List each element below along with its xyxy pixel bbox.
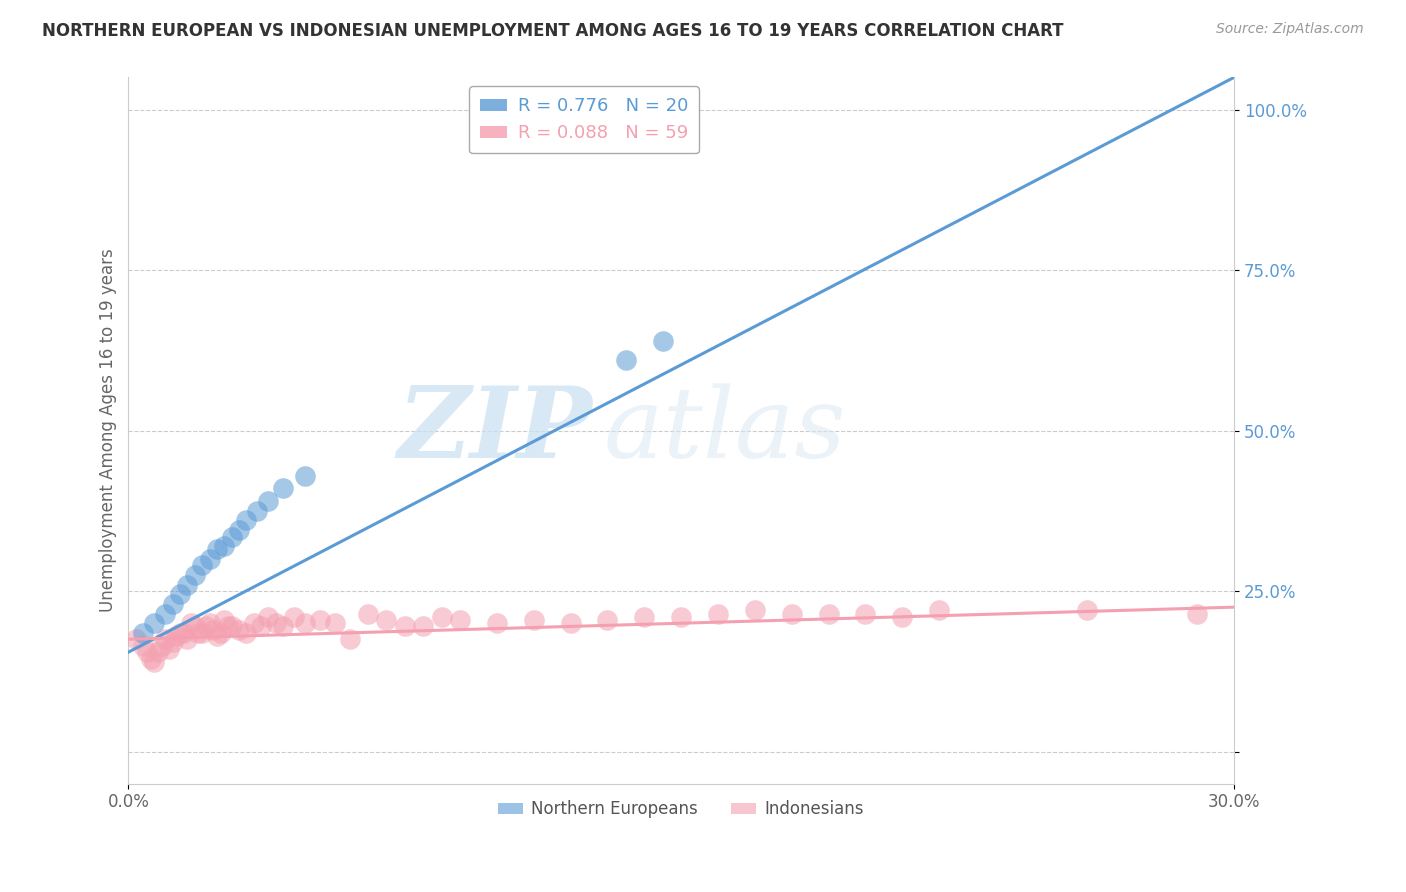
Point [651,334,673,348]
Point [669,609,692,624]
Text: NORTHERN EUROPEAN VS INDONESIAN UNEMPLOYMENT AMONG AGES 16 TO 19 YEARS CORRELATI: NORTHERN EUROPEAN VS INDONESIAN UNEMPLOY… [42,22,1064,40]
Point [855,607,877,621]
Point [139,651,162,665]
Point [221,529,243,543]
Point [162,597,184,611]
Point [202,623,225,637]
Point [412,619,434,633]
Point [1185,607,1208,621]
Point [180,616,202,631]
Point [523,613,546,627]
Legend: Northern Europeans, Indonesians: Northern Europeans, Indonesians [492,794,870,825]
Point [485,616,508,631]
Point [891,609,914,624]
Point [257,494,280,508]
Point [132,625,155,640]
Point [194,619,217,633]
Point [173,625,195,640]
Point [228,623,250,637]
Text: atlas: atlas [603,383,846,478]
Point [184,568,207,582]
Point [928,603,950,617]
Point [257,609,280,624]
Point [169,587,191,601]
Point [125,632,148,647]
Y-axis label: Unemployment Among Ages 16 to 19 years: Unemployment Among Ages 16 to 19 years [100,249,117,613]
Point [165,629,187,643]
Point [176,632,198,647]
Point [155,607,177,621]
Point [157,641,180,656]
Point [780,607,803,621]
Point [264,616,287,631]
Point [187,625,209,640]
Point [309,613,332,627]
Point [250,619,273,633]
Point [817,607,839,621]
Point [744,603,766,617]
Point [143,655,166,669]
Point [242,616,264,631]
Point [614,353,637,368]
Point [394,619,416,633]
Point [214,613,236,627]
Point [1076,603,1098,617]
Point [162,635,184,649]
Point [176,577,198,591]
Point [560,616,582,631]
Point [198,616,221,631]
Point [221,619,243,633]
Point [271,482,294,496]
Point [235,513,257,527]
Point [135,645,157,659]
Point [191,625,214,640]
Point [449,613,471,627]
Point [271,619,294,633]
Point [143,616,166,631]
Point [430,609,453,624]
Point [357,607,380,621]
Point [209,625,232,640]
Point [198,552,221,566]
Point [191,558,214,573]
Point [146,645,169,659]
Point [228,523,250,537]
Point [217,619,239,633]
Point [707,607,730,621]
Point [294,468,316,483]
Point [205,629,228,643]
Text: ZIP: ZIP [398,383,593,479]
Point [184,619,207,633]
Text: Source: ZipAtlas.com: Source: ZipAtlas.com [1216,22,1364,37]
Point [339,632,361,647]
Point [375,613,398,627]
Point [169,625,191,640]
Point [246,504,269,518]
Point [132,639,155,653]
Point [323,616,346,631]
Point [155,632,177,647]
Point [150,639,173,653]
Point [633,609,655,624]
Point [294,616,316,631]
Point [214,539,236,553]
Point [205,542,228,557]
Point [235,625,257,640]
Point [596,613,619,627]
Point [283,609,305,624]
